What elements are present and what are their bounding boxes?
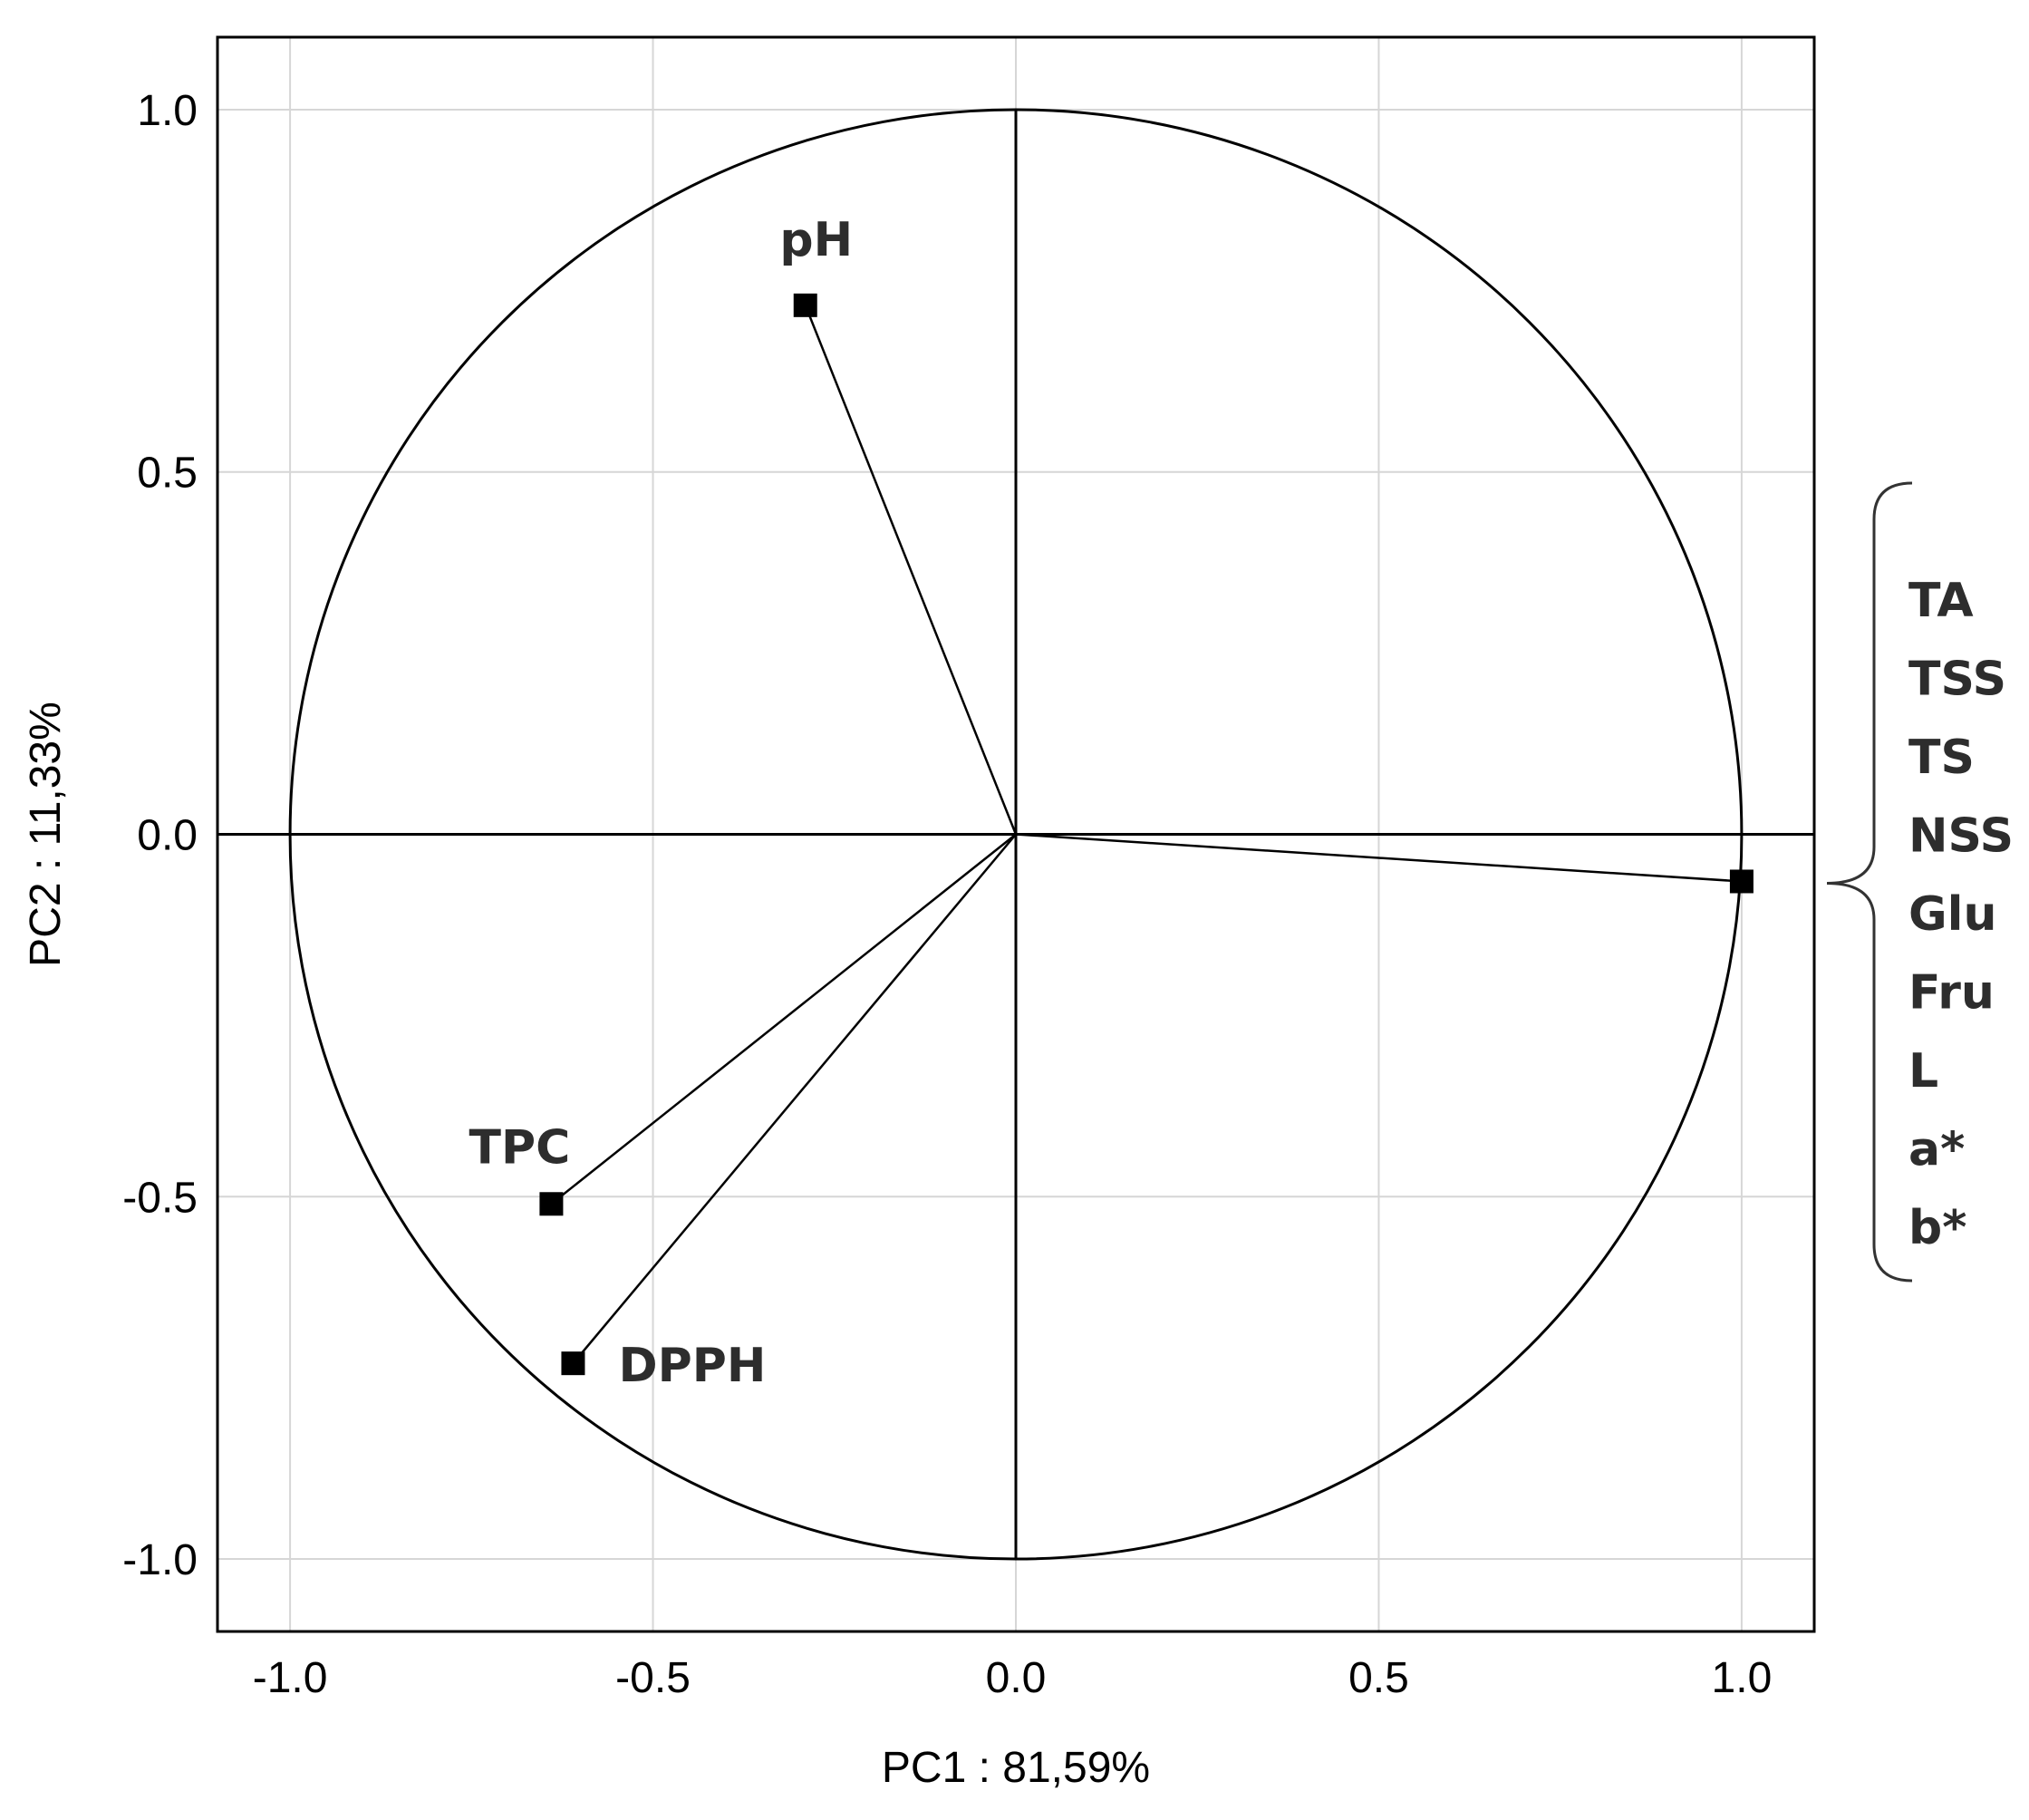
x-tick-label: 0.5	[1348, 1654, 1409, 1702]
group-label-item: NSS	[1908, 809, 2014, 864]
group-label-item: a*	[1908, 1123, 1965, 1177]
group-label-item: TA	[1908, 574, 1974, 628]
group-label-item: TSS	[1908, 653, 2006, 707]
vector-group	[1015, 833, 1742, 883]
y-axis-title: PC2 : 11,33%	[22, 702, 70, 967]
label-pH: pH	[779, 213, 853, 267]
y-tick-labels: -1.0 -0.5 0.0 0.5 1.0	[122, 87, 198, 1584]
marker-DPPH	[561, 1351, 585, 1376]
y-tick-label: 0.5	[137, 450, 198, 498]
label-DPPH: DPPH	[618, 1339, 766, 1393]
vector-DPPH	[572, 833, 1017, 1364]
x-tick-label: -1.0	[253, 1654, 328, 1702]
marker-group	[1729, 869, 1754, 894]
marker-TPC	[539, 1192, 564, 1216]
marker-pH	[793, 293, 817, 317]
loading-markers	[539, 293, 1754, 1376]
label-TPC: TPC	[469, 1120, 571, 1175]
vector-pH	[804, 305, 1018, 835]
y-tick-label: 0.0	[137, 812, 198, 860]
x-axis-title: PC1 : 81,59%	[882, 1744, 1150, 1792]
variable-labels: pH TPC DPPH	[469, 213, 854, 1393]
x-tick-label: -0.5	[615, 1654, 691, 1702]
unit-circle-layer	[288, 108, 1744, 1561]
y-tick-label: 1.0	[137, 87, 198, 135]
x-tick-labels: -1.0 -0.5 0.0 0.5 1.0	[253, 1654, 1773, 1702]
y-tick-label: -1.0	[122, 1536, 198, 1584]
y-tick-label: -0.5	[122, 1174, 198, 1222]
x-tick-label: 0.0	[986, 1654, 1047, 1702]
group-label-item: TS	[1908, 731, 1975, 785]
x-tick-label: 1.0	[1712, 1654, 1773, 1702]
vector-TPC	[550, 833, 1017, 1205]
unit-circle	[288, 108, 1744, 1561]
grouped-variables-annotation: TA TSS TS NSS Glu Fru La* b*	[1826, 481, 2014, 1283]
group-brace	[1826, 481, 1913, 1283]
group-label-item: b*	[1908, 1201, 1966, 1255]
group-label-item: Glu	[1908, 887, 1997, 942]
loading-vectors	[550, 305, 1742, 1364]
group-label-item: L	[1908, 1044, 1938, 1099]
group-variable-labels: TA TSS TS NSS Glu Fru La* b*	[1908, 574, 2014, 1255]
plot-frame	[216, 35, 1816, 1633]
group-label-item: Fru	[1908, 966, 1995, 1021]
